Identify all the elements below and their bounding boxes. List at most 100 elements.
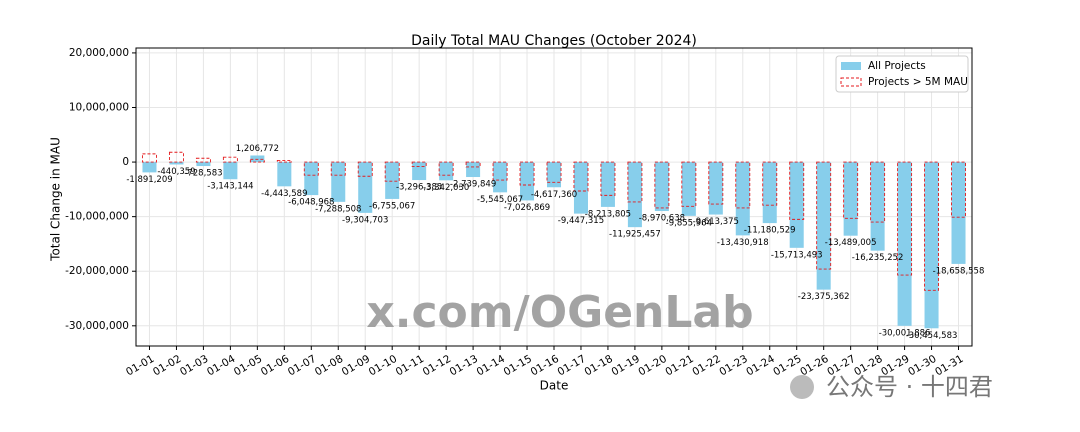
bar [735,162,750,236]
value-label: -3,342,030 [423,183,469,193]
bar [816,162,831,290]
value-label: -11,180,529 [744,226,796,236]
bar-outline [546,161,562,183]
bar [870,162,885,251]
bar [142,162,157,173]
bar [466,162,481,178]
y-tick-label: -20,000,000 [65,265,129,277]
x-tick-label: 01-07 [286,353,318,379]
value-label: -9,613,375 [693,217,739,227]
bar-outline [142,153,157,163]
bar-outline [816,161,832,270]
bar [600,162,615,207]
bar-outline [897,161,913,276]
x-tick-label: 01-20 [636,353,668,379]
legend-box [835,55,969,93]
legend-swatch [840,77,862,87]
chart-title: Daily Total MAU Changes (October 2024) [411,33,697,49]
value-label: -440,359 [157,167,195,177]
legend-label: All Projects [868,60,926,72]
x-tick-label: 01-10 [367,353,399,379]
bar-outline [276,159,292,163]
bar-outline [195,157,211,163]
bar [385,162,400,199]
bar [412,162,427,181]
bar-outline [600,161,616,196]
bar-outline [168,151,184,163]
value-label: -15,713,493 [771,250,823,260]
bar [250,155,265,163]
bar-outline [681,161,697,207]
bar-outline [924,161,940,291]
x-tick-label: 01-12 [421,353,453,379]
bar-outline [870,161,886,223]
bar [439,162,454,181]
bar-outline [384,161,400,182]
value-label: -30,454,583 [906,331,958,341]
x-tick-label: 01-01 [124,353,156,379]
x-tick-label: 01-24 [744,353,777,379]
value-label: 1,206,772 [236,144,279,154]
value-label: -23,375,362 [798,292,850,302]
watermark-icon [790,375,814,399]
value-label: -2,739,849 [450,180,496,190]
bar-outline [951,161,966,218]
x-tick-label: 01-02 [151,353,183,379]
x-tick-label: 01-16 [529,353,562,379]
x-tick-label: 01-23 [717,353,749,379]
bar-outline [627,161,643,203]
x-tick-label: 01-03 [178,353,210,379]
x-tick-label: 01-09 [340,353,372,379]
bar-outline [222,156,238,163]
value-label: -7,026,869 [504,203,550,213]
value-label: -4,443,589 [261,189,307,199]
plot-frame [135,47,973,347]
value-label: -1,891,209 [126,175,172,185]
x-tick-label: 01-04 [205,353,238,379]
bar-outline [438,161,454,176]
bar [897,162,912,326]
value-label: -3,143,144 [207,182,253,192]
x-tick-label: 01-06 [259,353,292,379]
bar [277,162,292,187]
value-label: -3,296,383 [396,183,442,193]
bar [762,162,777,224]
value-label: -6,755,067 [369,201,415,211]
bar [304,162,319,196]
bar-outline [357,161,373,177]
y-tick-label: 20,000,000 [69,47,129,59]
bar-outline [789,161,805,220]
x-tick-label: 01-17 [556,353,588,379]
bar-outline [573,161,589,192]
x-tick-label: 01-25 [771,353,803,379]
bar-outline [330,161,346,176]
value-label: -18,658,558 [933,266,985,276]
bar [708,162,723,215]
x-tick-label: 01-05 [232,353,264,379]
bar-outline [411,161,427,167]
value-label: -16,235,252 [852,253,904,263]
bar [223,162,238,180]
value-label: -7,288,508 [315,204,361,214]
bar [627,162,642,228]
bar-outline [654,161,670,209]
legend-swatch [841,62,861,70]
value-label: -11,925,457 [609,230,661,240]
x-tick-label: 01-22 [690,353,722,379]
value-label: -728,583 [184,169,222,179]
value-label: -13,489,005 [825,238,877,248]
value-label: -8,213,805 [585,209,631,219]
bar [196,162,211,167]
bar [681,162,696,216]
x-tick-label: 01-15 [502,353,534,379]
bar-outline [303,161,319,176]
y-axis-label: Total Change in MAU [49,137,63,262]
x-tick-label: 01-14 [475,353,508,379]
legend-label: Projects > 5M MAU [868,76,968,88]
bar [573,162,588,214]
bar-outline [708,161,724,205]
bar [951,162,966,264]
bar [924,162,939,329]
x-tick-label: 01-19 [609,353,641,379]
